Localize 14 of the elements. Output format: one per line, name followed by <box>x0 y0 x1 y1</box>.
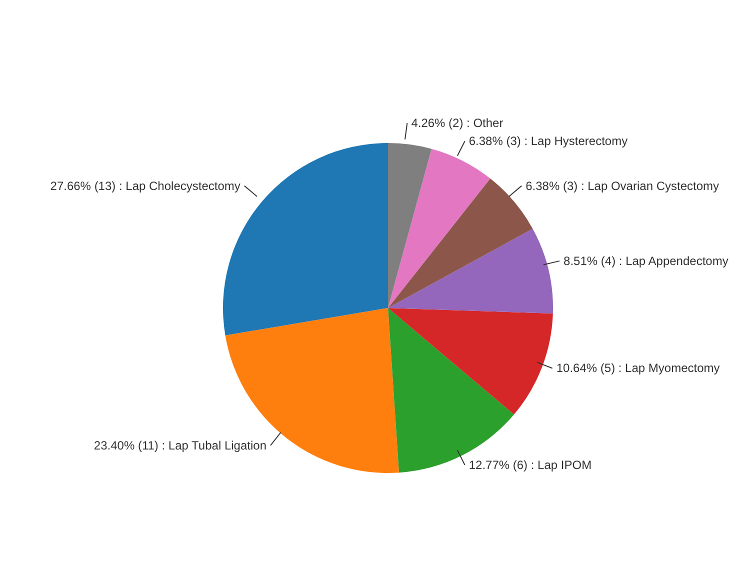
pie-slice <box>388 228 553 314</box>
pie-slice <box>225 308 400 473</box>
slice-label: 12.77% (6) : Lap IPOM <box>468 458 592 472</box>
pie-slice <box>388 308 553 415</box>
pie-slice <box>388 308 514 473</box>
pie-slice <box>388 143 432 308</box>
slice-label: 6.38% (3) : Lap Ovarian Cystectomy <box>526 178 720 193</box>
slice-label: 10.64% (5) : Lap Myomectomy <box>556 361 720 376</box>
pie-slice <box>388 148 490 308</box>
slice-label: 27.66% (13) : Lap Cholecystectomy <box>50 178 240 193</box>
slice-label: 23.40% (11) : Lap Tubal Ligation <box>94 438 267 452</box>
slice-label: 6.38% (3) : Lap Hysterectomy <box>468 134 628 148</box>
slice-label: 8.51% (4) : Lap Appendectomy <box>564 254 728 268</box>
slice-label: 4.26% (2) : Other <box>411 116 504 130</box>
